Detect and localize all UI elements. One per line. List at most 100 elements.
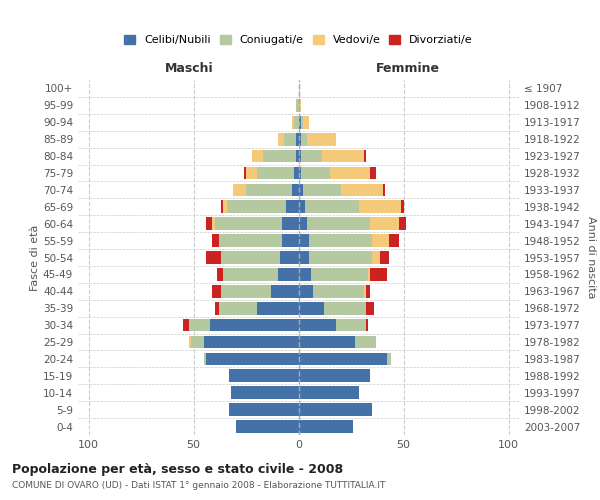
Y-axis label: Anni di nascita: Anni di nascita xyxy=(586,216,596,298)
Bar xyxy=(191,336,204,348)
Bar xyxy=(324,302,366,314)
Bar xyxy=(372,251,380,264)
Text: Popolazione per età, sesso e stato civile - 2008: Popolazione per età, sesso e stato civil… xyxy=(12,462,343,475)
Bar xyxy=(299,302,324,314)
Bar xyxy=(299,386,359,399)
Bar xyxy=(212,218,215,230)
Bar xyxy=(295,166,299,179)
Bar xyxy=(284,133,296,145)
Bar xyxy=(183,319,190,332)
Bar xyxy=(299,404,372,416)
Bar xyxy=(263,150,296,162)
Bar xyxy=(215,302,218,314)
Bar xyxy=(299,251,309,264)
Bar xyxy=(364,285,366,298)
Bar xyxy=(337,319,366,332)
Bar xyxy=(400,218,406,230)
Bar xyxy=(370,166,376,179)
Bar xyxy=(271,285,299,298)
Bar xyxy=(206,251,221,264)
Bar xyxy=(303,184,341,196)
Bar xyxy=(292,184,299,196)
Bar xyxy=(299,99,301,112)
Bar xyxy=(232,386,299,399)
Bar xyxy=(307,133,336,145)
Bar xyxy=(221,285,271,298)
Bar xyxy=(212,234,218,247)
Bar xyxy=(229,370,299,382)
Bar xyxy=(301,116,303,128)
Bar xyxy=(244,166,246,179)
Bar xyxy=(277,268,299,280)
Bar xyxy=(296,99,299,112)
Bar xyxy=(227,200,286,213)
Bar xyxy=(246,184,292,196)
Bar xyxy=(366,302,374,314)
Bar xyxy=(299,336,355,348)
Bar xyxy=(299,285,313,298)
Bar xyxy=(299,420,353,433)
Bar xyxy=(303,116,309,128)
Bar xyxy=(204,336,299,348)
Bar xyxy=(301,166,330,179)
Bar xyxy=(253,150,263,162)
Bar xyxy=(299,200,305,213)
Bar xyxy=(299,319,337,332)
Bar xyxy=(206,352,299,366)
Bar xyxy=(282,218,299,230)
Bar xyxy=(286,200,299,213)
Bar xyxy=(215,218,282,230)
Bar xyxy=(380,251,389,264)
Bar xyxy=(295,116,299,128)
Bar xyxy=(299,150,301,162)
Bar xyxy=(299,234,309,247)
Bar xyxy=(218,302,257,314)
Text: COMUNE DI OVARO (UD) - Dati ISTAT 1° gennaio 2008 - Elaborazione TUTTITALIA.IT: COMUNE DI OVARO (UD) - Dati ISTAT 1° gen… xyxy=(12,481,385,490)
Bar xyxy=(355,336,376,348)
Bar xyxy=(296,150,299,162)
Bar xyxy=(277,133,284,145)
Bar xyxy=(233,184,246,196)
Bar xyxy=(229,404,299,416)
Bar xyxy=(299,268,311,280)
Y-axis label: Fasce di età: Fasce di età xyxy=(30,224,40,290)
Bar xyxy=(322,150,364,162)
Bar xyxy=(366,285,370,298)
Bar xyxy=(359,200,401,213)
Bar xyxy=(235,420,299,433)
Bar xyxy=(299,218,307,230)
Bar xyxy=(280,251,299,264)
Bar xyxy=(305,200,359,213)
Bar xyxy=(387,352,391,366)
Bar xyxy=(218,234,282,247)
Bar xyxy=(301,150,322,162)
Bar xyxy=(223,268,277,280)
Bar xyxy=(299,184,303,196)
Bar xyxy=(341,184,383,196)
Bar xyxy=(370,268,387,280)
Bar xyxy=(311,268,368,280)
Bar xyxy=(206,218,212,230)
Bar xyxy=(299,370,370,382)
Bar xyxy=(313,285,364,298)
Bar xyxy=(330,166,370,179)
Bar xyxy=(211,319,299,332)
Bar xyxy=(299,133,301,145)
Bar xyxy=(389,234,400,247)
Bar xyxy=(296,133,299,145)
Bar xyxy=(307,218,370,230)
Bar xyxy=(246,166,257,179)
Text: Femmine: Femmine xyxy=(376,62,440,75)
Bar xyxy=(190,336,191,348)
Bar xyxy=(299,352,387,366)
Bar xyxy=(401,200,404,213)
Bar xyxy=(217,268,223,280)
Bar xyxy=(309,234,372,247)
Bar xyxy=(257,302,299,314)
Bar xyxy=(299,166,301,179)
Bar xyxy=(292,116,295,128)
Text: Maschi: Maschi xyxy=(165,62,214,75)
Bar xyxy=(309,251,372,264)
Bar xyxy=(282,234,299,247)
Bar xyxy=(221,200,223,213)
